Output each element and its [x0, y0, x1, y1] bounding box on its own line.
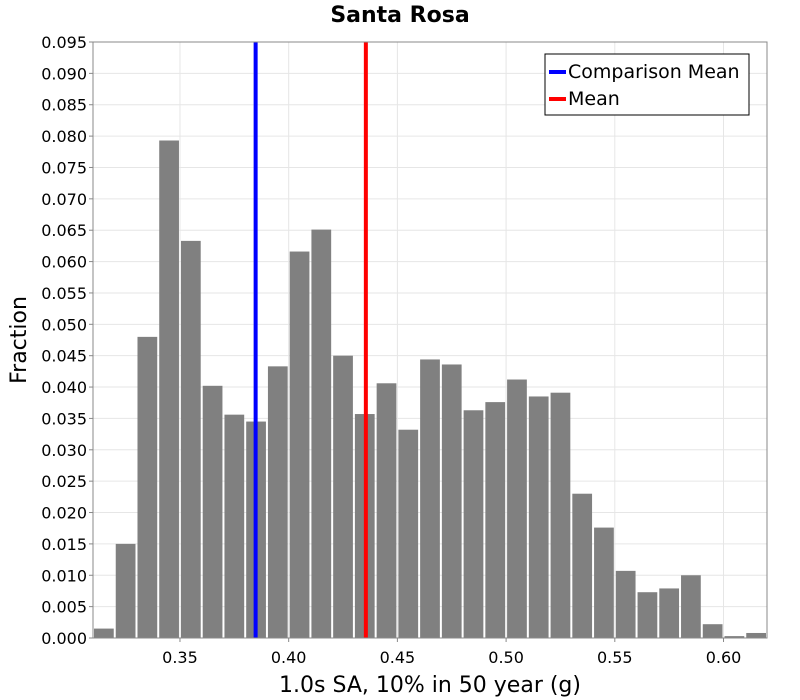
y-tick-label: 0.080	[41, 127, 87, 146]
histogram-bar	[550, 392, 571, 638]
histogram-bar	[115, 543, 136, 638]
histogram-bar	[224, 414, 245, 638]
x-tick-label: 0.55	[597, 648, 633, 667]
y-tick-label: 0.075	[41, 158, 87, 177]
y-tick-label: 0.055	[41, 284, 87, 303]
x-axis-label: 1.0s SA, 10% in 50 year (g)	[279, 673, 581, 698]
y-tick-label: 0.030	[41, 441, 87, 460]
histogram-bar	[485, 402, 506, 638]
histogram-bar	[572, 493, 593, 638]
histogram-bar	[267, 366, 288, 638]
histogram-bar	[659, 588, 680, 638]
x-tick-label: 0.40	[271, 648, 307, 667]
histogram-bar	[724, 636, 745, 638]
y-tick-label: 0.020	[41, 504, 87, 523]
y-tick-label: 0.070	[41, 190, 87, 209]
x-tick-label: 0.60	[706, 648, 742, 667]
histogram-bar	[94, 628, 114, 638]
histogram-bar	[441, 364, 462, 638]
y-tick-label: 0.040	[41, 378, 87, 397]
x-tick-label: 0.35	[162, 648, 198, 667]
histogram-bar	[463, 410, 484, 638]
histogram-bar	[702, 624, 723, 638]
histogram-bar	[746, 632, 766, 638]
histogram-bar	[159, 140, 179, 639]
histogram-bar	[202, 385, 223, 638]
chart-title: Santa Rosa	[330, 3, 469, 28]
histogram-bar	[681, 575, 701, 638]
x-tick-label: 0.45	[380, 648, 416, 667]
histogram-bar	[376, 383, 397, 638]
y-tick-label: 0.090	[41, 64, 87, 83]
histogram-bar	[528, 396, 549, 638]
y-tick-label: 0.045	[41, 347, 87, 366]
histogram-bar	[637, 592, 658, 638]
y-tick-label: 0.025	[41, 472, 87, 491]
legend: Comparison Mean Mean	[544, 53, 750, 116]
histogram-bar	[507, 379, 527, 638]
mean-lines	[253, 42, 368, 638]
y-tick-label: 0.050	[41, 315, 87, 334]
histogram-bar	[594, 527, 614, 638]
legend-box	[544, 53, 750, 116]
histogram-bar	[137, 336, 158, 638]
y-tick-label: 0.005	[41, 598, 87, 617]
y-axis-label: Fraction	[7, 296, 32, 384]
histogram-bar	[311, 229, 332, 638]
histogram-bar	[333, 355, 353, 638]
histogram-bar	[420, 359, 440, 638]
histogram-bar	[398, 429, 419, 638]
legend-label-comparison-mean: Comparison Mean	[568, 61, 740, 83]
x-axis-ticks: 0.35 0.40 0.45 0.50 0.55 0.60	[162, 638, 741, 667]
histogram-bar	[180, 240, 201, 638]
y-tick-label: 0.085	[41, 96, 87, 115]
y-tick-label: 0.065	[41, 221, 87, 240]
y-tick-label: 0.095	[41, 33, 87, 52]
y-tick-label: 0.010	[41, 566, 87, 585]
histogram-bar	[615, 570, 636, 638]
histogram-bars	[94, 140, 766, 639]
x-tick-label: 0.50	[488, 648, 524, 667]
y-axis-ticks: 0.000 0.005 0.010 0.015 0.020 0.025 0.030 0.035…	[41, 33, 93, 648]
histogram-bar	[289, 251, 310, 638]
y-tick-label: 0.000	[41, 629, 87, 648]
legend-label-mean: Mean	[568, 88, 620, 110]
y-tick-label: 0.060	[41, 253, 87, 272]
y-tick-label: 0.035	[41, 409, 87, 428]
plot-frame	[92, 41, 768, 639]
y-tick-label: 0.015	[41, 535, 87, 554]
